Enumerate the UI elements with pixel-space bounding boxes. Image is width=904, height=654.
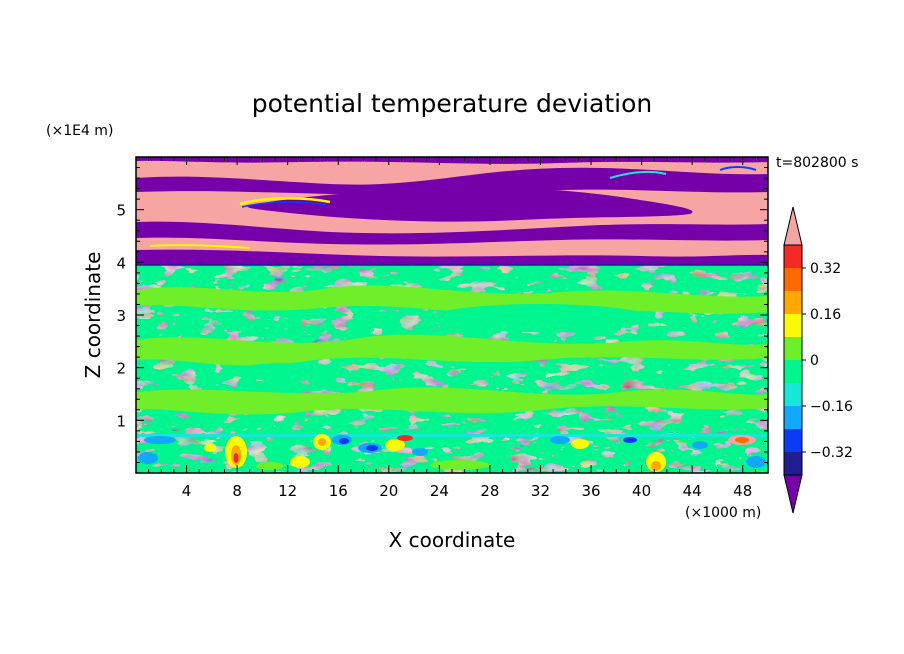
colorbar-label: 0.32 bbox=[810, 261, 841, 277]
x-axis-unit: (×1000 m) bbox=[685, 505, 761, 521]
colorbar-segment bbox=[784, 383, 802, 406]
x-tick-label: 24 bbox=[430, 482, 449, 500]
boundary-layer-cells bbox=[136, 434, 768, 472]
colorbar-segment bbox=[784, 245, 802, 268]
x-axis-ticks: 4 8 12 16 20 24 28 32 36 40 44 48 bbox=[135, 157, 769, 500]
colorbar-segment bbox=[784, 429, 802, 452]
y-axis-ticks: 1 2 3 4 5 bbox=[116, 156, 768, 474]
colorbar-segment bbox=[784, 268, 802, 291]
x-tick-label: 28 bbox=[480, 482, 499, 500]
y-tick-label: 4 bbox=[116, 254, 126, 272]
colorbar-label: −0.16 bbox=[810, 399, 853, 415]
x-tick-label: 44 bbox=[683, 482, 702, 500]
colorbar-label: 0.16 bbox=[810, 307, 841, 323]
y-tick-label: 1 bbox=[116, 412, 126, 430]
x-tick-label: 16 bbox=[329, 482, 348, 500]
y-tick-label: 2 bbox=[116, 360, 126, 378]
y-axis-label: Z coordinate bbox=[81, 252, 105, 379]
y-tick-label: 5 bbox=[116, 202, 126, 220]
x-tick-label: 12 bbox=[278, 482, 297, 500]
colorbar-segment bbox=[784, 406, 802, 429]
y-axis-unit: (×1E4 m) bbox=[46, 123, 113, 139]
colorbar-label: 0 bbox=[810, 353, 819, 369]
upper-band bbox=[136, 157, 768, 266]
x-axis-label: X coordinate bbox=[389, 528, 516, 552]
x-tick-label: 36 bbox=[581, 482, 600, 500]
y-tick-label: 3 bbox=[116, 307, 126, 325]
x-tick-label: 4 bbox=[182, 482, 192, 500]
x-tick-label: 40 bbox=[632, 482, 651, 500]
x-tick-label: 32 bbox=[531, 482, 550, 500]
colorbar-under-arrow bbox=[783, 474, 803, 514]
colorbar-over-arrow bbox=[783, 206, 803, 246]
colorbar-segment bbox=[784, 452, 802, 475]
colorbar: 0.32 0.16 0 −0.16 −0.32 bbox=[783, 206, 853, 514]
plot-area bbox=[136, 157, 768, 473]
chart-title: potential temperature deviation bbox=[252, 89, 652, 118]
colorbar-segment bbox=[784, 291, 802, 314]
colorbar-label: −0.32 bbox=[810, 445, 853, 461]
time-label: t=802800 s bbox=[776, 155, 858, 171]
colorbar-segment bbox=[784, 337, 802, 360]
x-tick-label: 48 bbox=[733, 482, 752, 500]
colorbar-segment bbox=[784, 314, 802, 337]
colorbar-segment bbox=[784, 360, 802, 383]
x-tick-label: 20 bbox=[379, 482, 398, 500]
x-tick-label: 8 bbox=[232, 482, 242, 500]
